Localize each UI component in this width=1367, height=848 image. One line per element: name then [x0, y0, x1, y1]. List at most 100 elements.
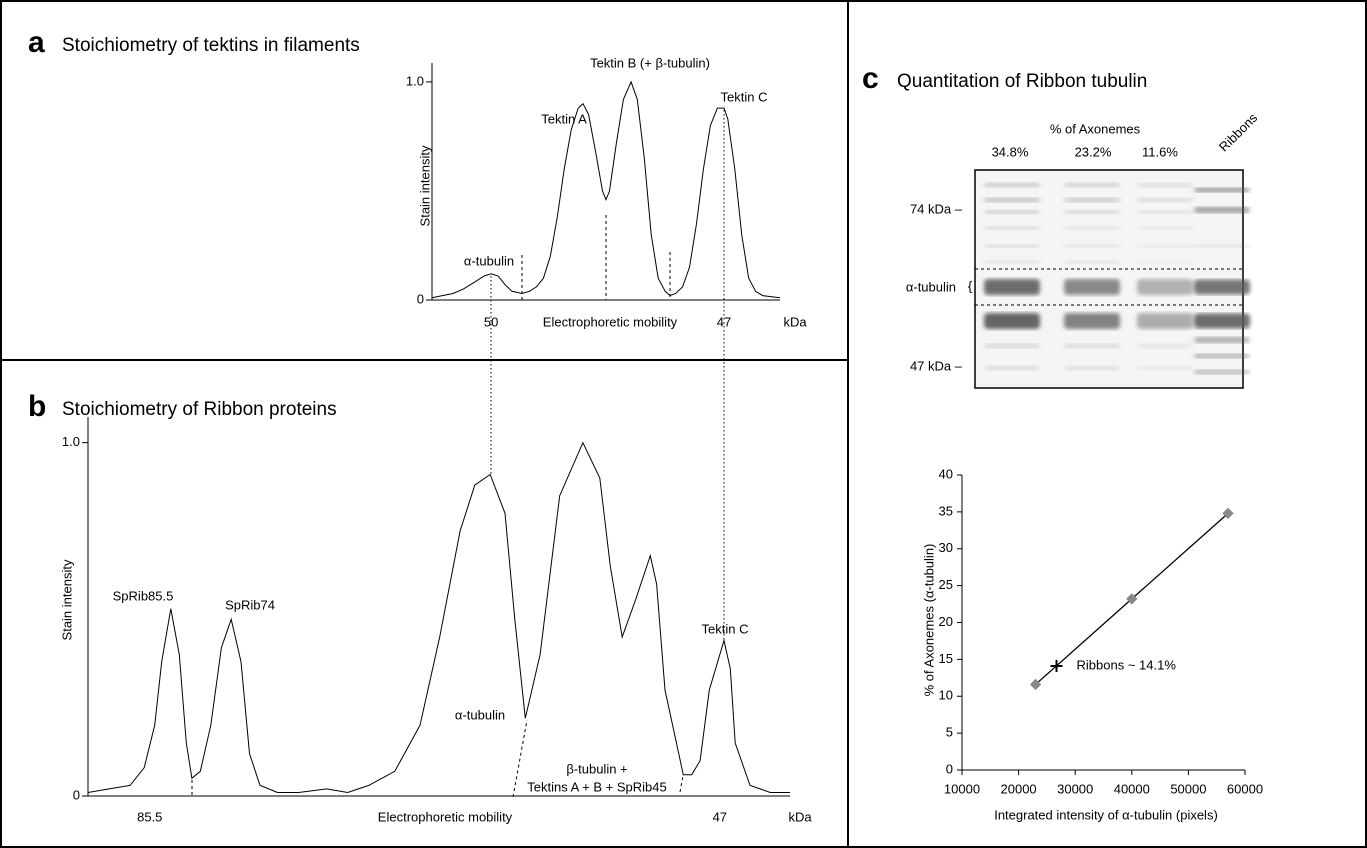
peak-label: Tektin C [721, 89, 768, 104]
marker-label: α-tubulin [906, 279, 956, 294]
ribbons-label: Ribbons ~ 14.1% [1077, 657, 1177, 672]
gel-band [1194, 280, 1250, 295]
peak-label: SpRib85.5 [113, 588, 174, 603]
gel-band [1064, 313, 1120, 329]
trace [88, 443, 790, 793]
x-tick-label: 50 [484, 314, 498, 329]
gel-band [1137, 366, 1193, 371]
panel-letter: c [862, 62, 879, 95]
gel-band [1064, 260, 1120, 264]
y-tick-label: 0 [417, 291, 424, 306]
gel-band [1194, 370, 1250, 375]
x-tick-label: 60000 [1227, 781, 1263, 796]
lane-label: 23.2% [1075, 144, 1112, 159]
y-tick-label: 1.0 [62, 434, 80, 449]
panel-letter: b [28, 390, 46, 423]
x-tick-label: 85.5 [137, 809, 162, 824]
peak-label: α-tubulin [455, 707, 505, 722]
x-tick-label: 40000 [1114, 781, 1150, 796]
gel-band [1137, 210, 1193, 214]
connector-lines [491, 110, 724, 640]
y-tick-label: 15 [939, 651, 953, 666]
x-axis-label: Electrophoretic mobility [543, 314, 678, 329]
panel-title: Quantitation of Ribbon tubulin [897, 71, 1147, 92]
y-tick-label: 35 [939, 503, 953, 518]
gel-band [1064, 198, 1120, 203]
x-tick-label: 50000 [1170, 781, 1206, 796]
gel-band [984, 366, 1040, 371]
y-axis-label: Stain intensity [59, 559, 74, 640]
y-tick-label: 20 [939, 614, 953, 629]
gel-band [984, 183, 1040, 188]
gel-header: % of Axonemes [1050, 121, 1141, 136]
gel-band [984, 198, 1040, 203]
gel-band [1064, 344, 1120, 349]
gel-band [1137, 226, 1193, 230]
gel-band [1137, 198, 1193, 203]
gel-band [1137, 279, 1193, 295]
marker-label: 47 kDa – [910, 358, 963, 373]
gel-band [1137, 260, 1193, 264]
gel-band [984, 279, 1040, 295]
gel-band [1194, 188, 1250, 193]
gel-band [1194, 207, 1250, 213]
gel-band [984, 260, 1040, 264]
lane-label: 34.8% [992, 144, 1029, 159]
gel-band [1064, 366, 1120, 371]
gel-band [1137, 344, 1193, 349]
x-tick-label: 10000 [944, 781, 980, 796]
x-unit: kDa [788, 809, 812, 824]
x-tick-label: 47 [713, 809, 727, 824]
marker-label: 74 kDa – [910, 201, 963, 216]
y-tick-label: 25 [939, 577, 953, 592]
peak-label: Tektin A [541, 111, 587, 126]
gel-band [1064, 244, 1120, 248]
peak-label: SpRib74 [225, 597, 275, 612]
x-tick-label: 30000 [1057, 781, 1093, 796]
gel-band [1064, 210, 1120, 214]
y-tick-label: 10 [939, 688, 953, 703]
panel-title: Stoichiometry of Ribbon proteins [62, 399, 337, 420]
lane-label: 11.6% [1142, 144, 1178, 159]
y-axis-label: % of Axonemes (α-tubulin) [921, 544, 936, 697]
gel-band [1137, 244, 1193, 248]
y-tick-label: 1.0 [406, 73, 424, 88]
gel-band [1194, 337, 1250, 343]
x-unit: kDa [783, 314, 807, 329]
frame [1, 1, 1366, 847]
gel-band [1064, 279, 1120, 295]
gel-band [1194, 314, 1250, 329]
gel-band [984, 210, 1040, 214]
peak-label: Tektin C [702, 621, 749, 636]
gel-band [1137, 313, 1193, 329]
peak-label: α-tubulin [464, 253, 514, 268]
gel-image [975, 170, 1250, 388]
x-axis-label: Electrophoretic mobility [378, 809, 513, 824]
y-tick-label: 30 [939, 540, 953, 555]
gel-band [1064, 183, 1120, 188]
y-axis-label: Stain intensity [417, 145, 432, 226]
panel-title: Stoichiometry of tektins in filaments [62, 35, 360, 56]
y-tick-label: 5 [946, 725, 953, 740]
x-tick-label: 20000 [1001, 781, 1037, 796]
y-tick-label: 0 [73, 787, 80, 802]
gel-band [984, 313, 1040, 329]
y-tick-label: 40 [939, 466, 953, 481]
gel-band [984, 344, 1040, 349]
gel-band [1194, 354, 1250, 359]
figure: a Stoichiometry of tektins in filaments St… [0, 0, 1367, 848]
guide-lines [192, 215, 683, 797]
panel-letter: a [28, 26, 45, 59]
gel-band [1064, 226, 1120, 230]
x-axis-label: Integrated intensity of α-tubulin (pixel… [994, 807, 1218, 822]
y-tick-label: 0 [946, 761, 953, 776]
x-tick-label: 47 [717, 314, 731, 329]
peak-label: Tektin B (+ β-tubulin) [590, 55, 710, 70]
gel-band [984, 244, 1040, 248]
gel-band [1194, 244, 1250, 248]
lane-label: Ribbons [1216, 110, 1261, 155]
peak-label: Tektins A + B + SpRib45 [527, 779, 666, 794]
brace: { [968, 278, 973, 293]
peak-label: β-tubulin + [566, 761, 627, 776]
gel-band [1137, 183, 1193, 188]
